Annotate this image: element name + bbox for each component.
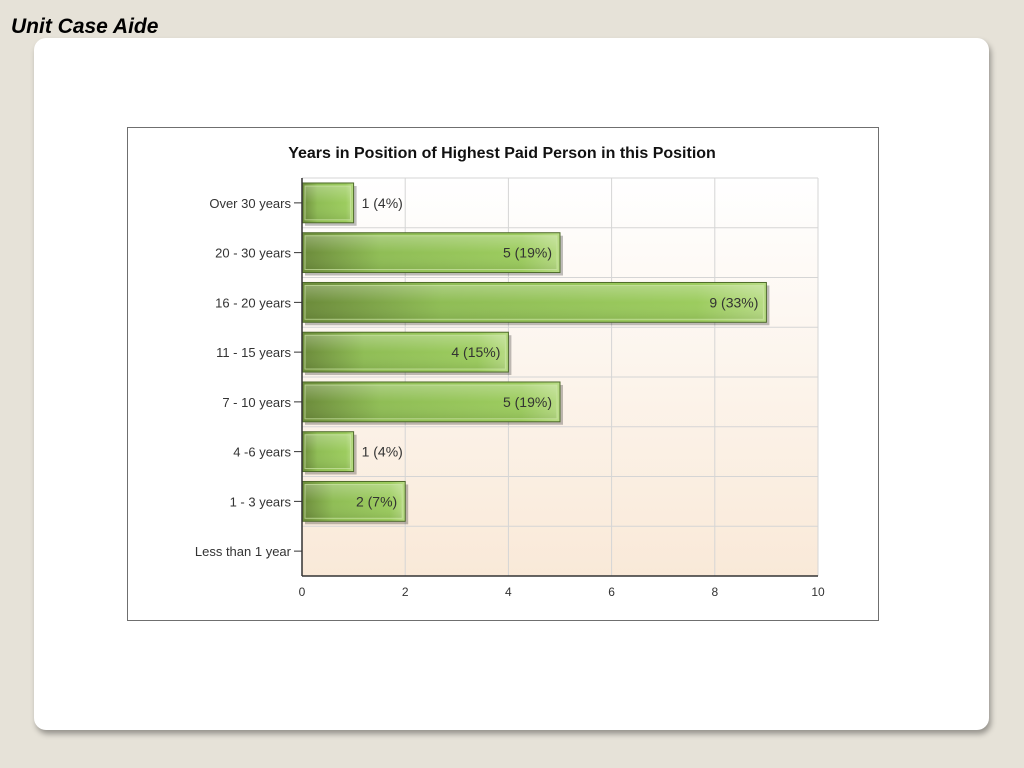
gridlines [302,177,819,576]
category-label: 4 -6 years [233,445,291,460]
x-tick-label: 2 [402,585,409,599]
x-tick-labels: 0 2 4 6 8 10 [299,585,825,599]
bar-highlight [304,434,352,470]
axes [294,178,818,577]
x-tick-label: 8 [711,585,718,599]
x-tick-label: 6 [608,585,615,599]
category-label: 16 - 20 years [215,295,291,310]
bar-highlight [304,334,506,370]
category-label: 1 - 3 years [230,494,292,509]
data-label: 5 (19%) [503,394,552,410]
bar-highlight [304,284,764,320]
category-labels: Over 30 years 20 - 30 years 16 - 20 years 1… [195,196,292,559]
category-label: 20 - 30 years [215,246,291,261]
x-tick-label: 4 [505,585,512,599]
category-label: Less than 1 year [195,544,292,559]
category-label: 7 - 10 years [222,395,291,410]
x-tick-label: 10 [811,585,825,599]
bar-highlight [304,235,558,271]
data-label: 5 (19%) [503,245,552,261]
data-label: 1 (4%) [362,195,403,211]
data-label: 4 (15%) [451,344,500,360]
data-label: 1 (4%) [362,444,403,460]
data-label: 2 (7%) [356,493,397,509]
category-label: Over 30 years [209,196,291,211]
bars [301,182,770,525]
slide-title: Unit Case Aide [11,15,159,38]
category-label: 11 - 15 years [216,345,291,360]
data-label: 9 (33%) [709,294,758,310]
chart-container: Years in Position of Highest Paid Person… [127,127,879,621]
bar-highlight [304,384,558,420]
bar-highlight [304,185,352,221]
bar-highlight [304,483,403,519]
x-tick-label: 0 [299,585,306,599]
chart-title: Years in Position of Highest Paid Person… [288,145,716,162]
bar-chart: Years in Position of Highest Paid Person… [195,145,825,599]
data-labels: 1 (4%) 5 (19%) 9 (33%) 4 (15%) 5 (19%) 1 (4%)… [356,195,758,510]
